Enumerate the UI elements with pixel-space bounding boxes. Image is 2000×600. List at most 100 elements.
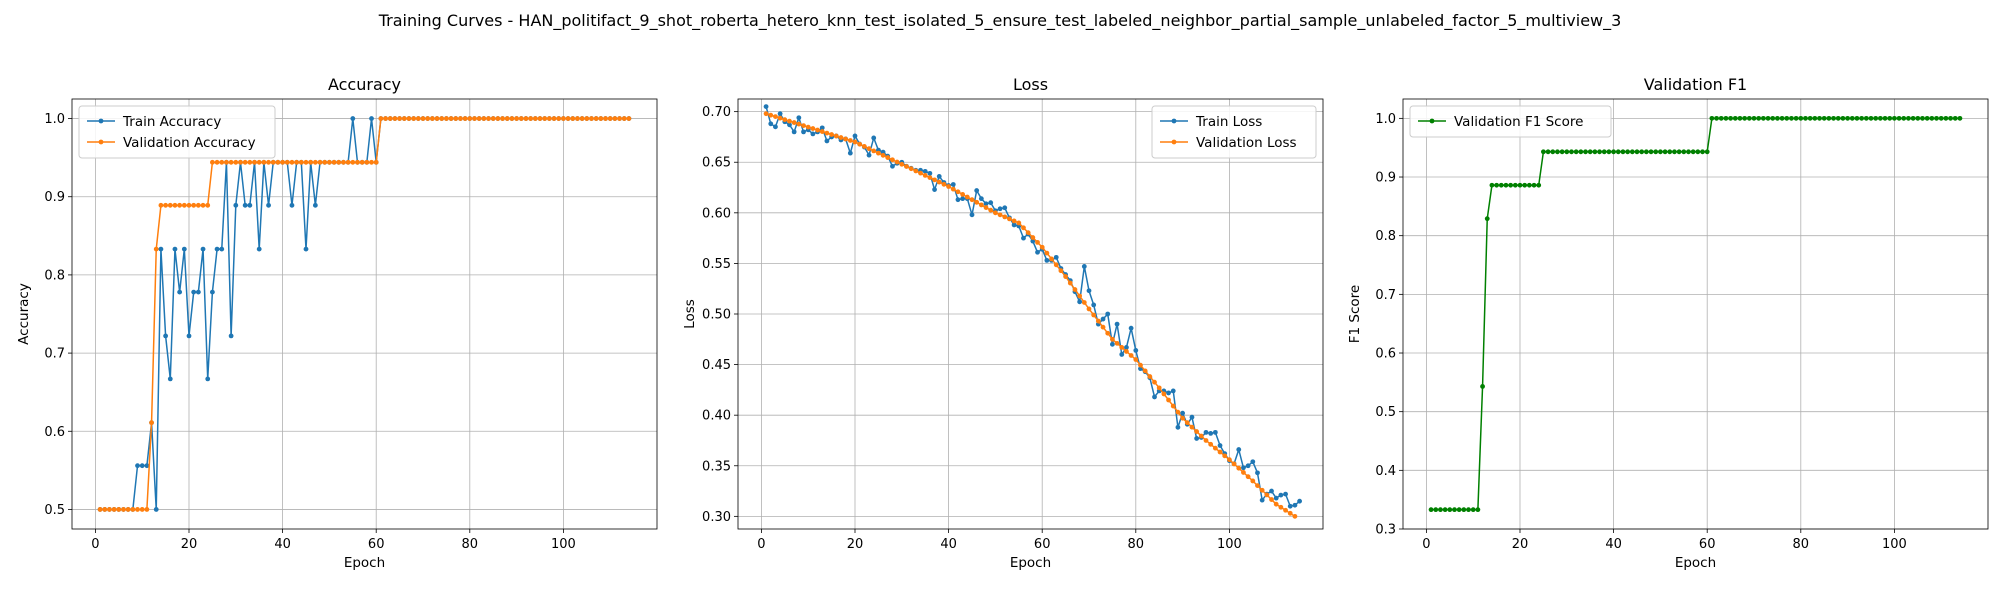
data-point — [514, 116, 519, 121]
data-point — [1138, 362, 1143, 368]
data-point — [1124, 344, 1129, 350]
data-point — [570, 116, 576, 121]
data-point — [1217, 449, 1223, 455]
data-point — [1086, 288, 1092, 294]
x-tick-label: 20 — [181, 537, 198, 552]
y-tick-label: 0.3 — [1375, 523, 1396, 538]
accuracy-panel: 0 20 40 60 80 100 0.5 0.6 0.7 0.8 0.9 1.0 Accuracy Ep… — [16, 75, 658, 571]
data-point — [256, 159, 262, 165]
data-point — [1634, 149, 1640, 155]
data-point — [144, 463, 150, 469]
data-point — [1686, 149, 1691, 155]
data-point — [1269, 497, 1274, 502]
data-point — [1583, 149, 1588, 155]
data-point — [472, 116, 477, 121]
data-point — [890, 163, 895, 169]
data-point — [1545, 149, 1551, 155]
data-point — [153, 246, 159, 252]
legend-box — [78, 105, 276, 159]
data-point — [1578, 149, 1584, 155]
y-tick-label: 0.5 — [44, 503, 65, 518]
data-point — [1227, 457, 1232, 463]
data-point — [969, 212, 975, 218]
data-point — [1025, 230, 1031, 236]
data-point — [256, 246, 262, 252]
data-point — [219, 246, 225, 252]
data-point — [1278, 504, 1284, 510]
data-point — [406, 116, 412, 121]
legend-marker — [1429, 118, 1435, 124]
data-point — [420, 116, 426, 121]
data-point — [612, 116, 618, 121]
x-axis-label: Epoch — [344, 555, 385, 571]
data-point — [546, 116, 552, 121]
data-point — [777, 115, 783, 121]
data-point — [364, 159, 370, 165]
x-tick-label: 100 — [1217, 537, 1242, 552]
data-point — [1934, 115, 1939, 121]
data-point — [1555, 149, 1560, 155]
y-tick-label: 0.8 — [1375, 229, 1396, 244]
legend-label: Validation F1 Score — [1454, 114, 1583, 130]
data-point — [1508, 182, 1514, 188]
data-point — [904, 164, 909, 169]
data-point — [922, 172, 928, 178]
data-point — [805, 124, 811, 130]
data-point — [561, 116, 566, 121]
legend-marker — [1171, 118, 1177, 124]
data-point — [139, 463, 145, 469]
data-point — [453, 116, 459, 121]
data-point — [838, 135, 844, 140]
data-point — [528, 116, 534, 121]
data-point — [121, 507, 126, 512]
data-point — [1217, 443, 1223, 448]
data-point — [1255, 483, 1260, 488]
data-point — [177, 202, 183, 208]
data-point — [1615, 149, 1621, 155]
data-point — [1854, 115, 1860, 121]
data-point — [810, 126, 816, 131]
data-point — [1461, 507, 1467, 513]
data-point — [824, 130, 830, 136]
data-point — [1709, 115, 1715, 121]
data-point — [890, 157, 895, 163]
data-point — [1114, 340, 1120, 346]
data-point — [195, 289, 201, 295]
data-point — [950, 182, 956, 187]
data-point — [1863, 115, 1869, 121]
data-point — [444, 116, 449, 121]
data-point — [978, 202, 984, 208]
data-point — [791, 129, 797, 135]
legend-marker — [1171, 139, 1177, 145]
loss-panel: 0 20 40 60 80 100 0.30 0.35 0.40 0.45 0.50 0.55 0.60… — [682, 75, 1324, 571]
data-point — [1236, 465, 1242, 471]
data-point — [626, 116, 632, 121]
data-point — [801, 123, 806, 129]
y-tick-label: 0.55 — [702, 257, 731, 272]
data-point — [205, 202, 211, 208]
data-point — [210, 159, 215, 165]
data-point — [899, 161, 905, 167]
data-point — [247, 159, 253, 165]
data-point — [177, 289, 183, 295]
data-point — [1189, 414, 1195, 420]
data-point — [1049, 256, 1054, 262]
panel-title: Accuracy — [328, 75, 401, 94]
data-point — [1690, 149, 1696, 155]
data-point — [1077, 293, 1083, 299]
data-point — [1142, 368, 1148, 374]
y-tick-label: 0.9 — [1375, 171, 1396, 186]
data-point — [158, 246, 164, 252]
data-point — [1452, 507, 1457, 513]
data-point — [1489, 182, 1495, 188]
data-point — [1166, 390, 1171, 396]
data-point — [852, 133, 858, 139]
data-point — [1133, 357, 1139, 362]
y-tick-label: 0.7 — [44, 347, 65, 362]
data-point — [1203, 438, 1209, 443]
data-point — [167, 376, 173, 382]
data-point — [1662, 149, 1668, 155]
data-point — [1695, 149, 1701, 155]
data-point — [1536, 182, 1542, 188]
data-point — [1714, 115, 1719, 121]
